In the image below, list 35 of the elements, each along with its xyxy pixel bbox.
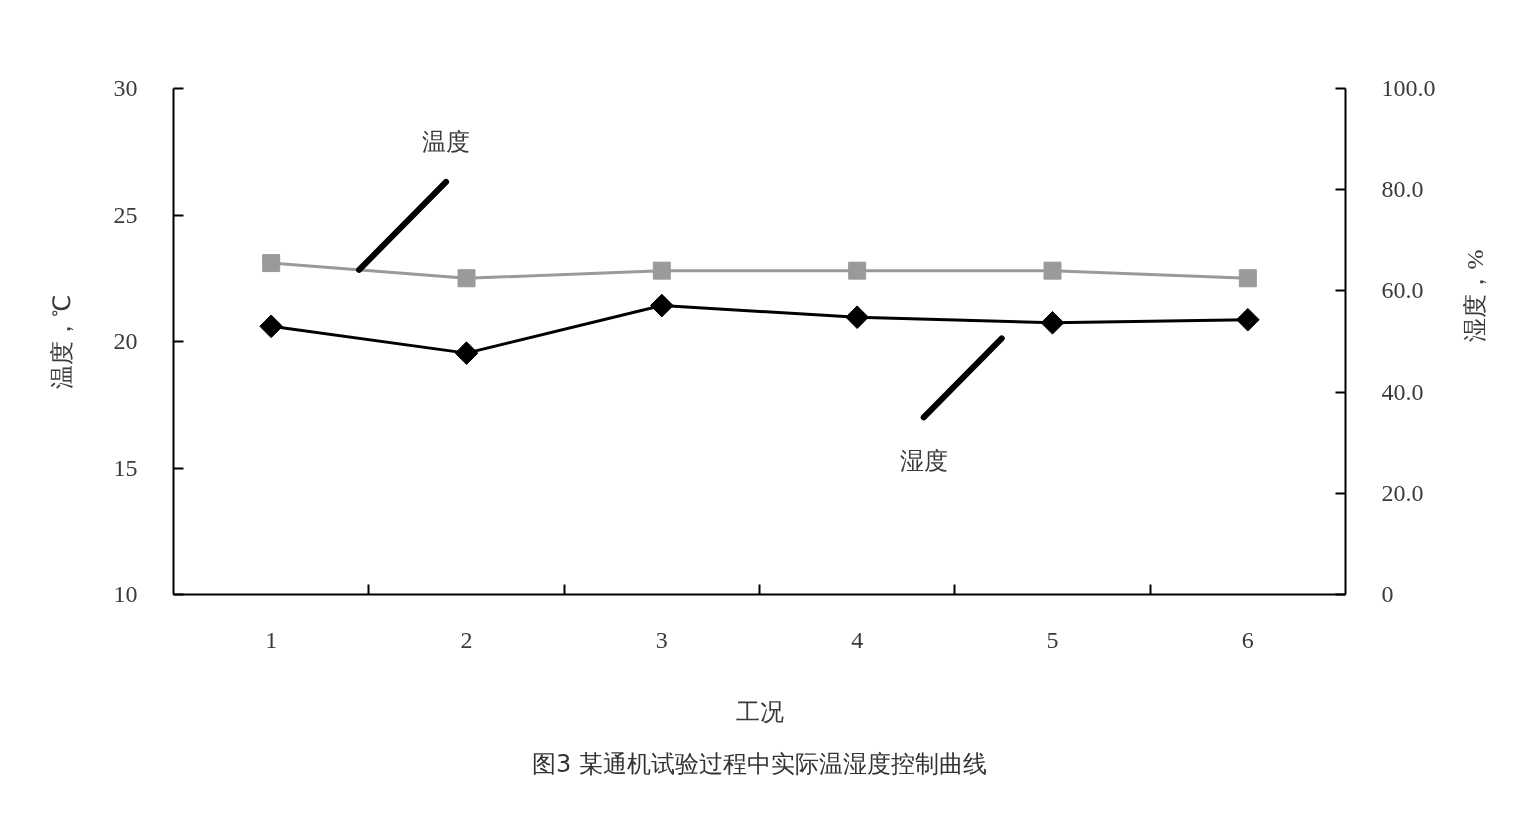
point [1040,310,1065,335]
x-tick-label: 2 [460,626,473,653]
point [259,314,283,339]
x-tick-label: 5 [1046,626,1059,653]
text: 湿度 [899,448,948,475]
point [1238,269,1257,288]
point [1236,307,1260,332]
point [845,305,869,330]
y2-tick-label: 40.0 [1381,378,1424,405]
y-tick-label: 25 [113,201,138,228]
y2-tick-label: 0 [1381,581,1394,607]
x-tick-label: 6 [1241,626,1254,653]
point [652,261,671,280]
point [457,269,476,288]
y2-axis-title: 湿度，% [1461,249,1488,342]
y-axis-title: 温度，℃ [48,294,75,389]
y-tick-label: 30 [113,75,138,101]
point [262,254,281,273]
y2-tick-label: 80.0 [1381,176,1424,203]
x-axis-title: 工况 [735,698,784,725]
y2-tick-label: 100.0 [1381,75,1436,101]
point [650,293,674,318]
x-tick-label: 3 [655,626,668,653]
y2-tick-label: 60.0 [1381,277,1424,304]
y2-tick-label: 20.0 [1381,479,1424,506]
x-tick-label: 4 [851,626,864,653]
x-tick-label: 1 [265,626,278,653]
y-tick-label: 20 [113,328,138,354]
y-tick-label: 10 [113,581,138,607]
text: 温度 [422,128,471,155]
point [454,341,479,365]
y-tick-label: 15 [113,454,138,481]
point [848,261,867,280]
point [1043,261,1062,280]
text: 图3 某通机试验过程中实际温湿度控制曲线 [532,749,987,778]
